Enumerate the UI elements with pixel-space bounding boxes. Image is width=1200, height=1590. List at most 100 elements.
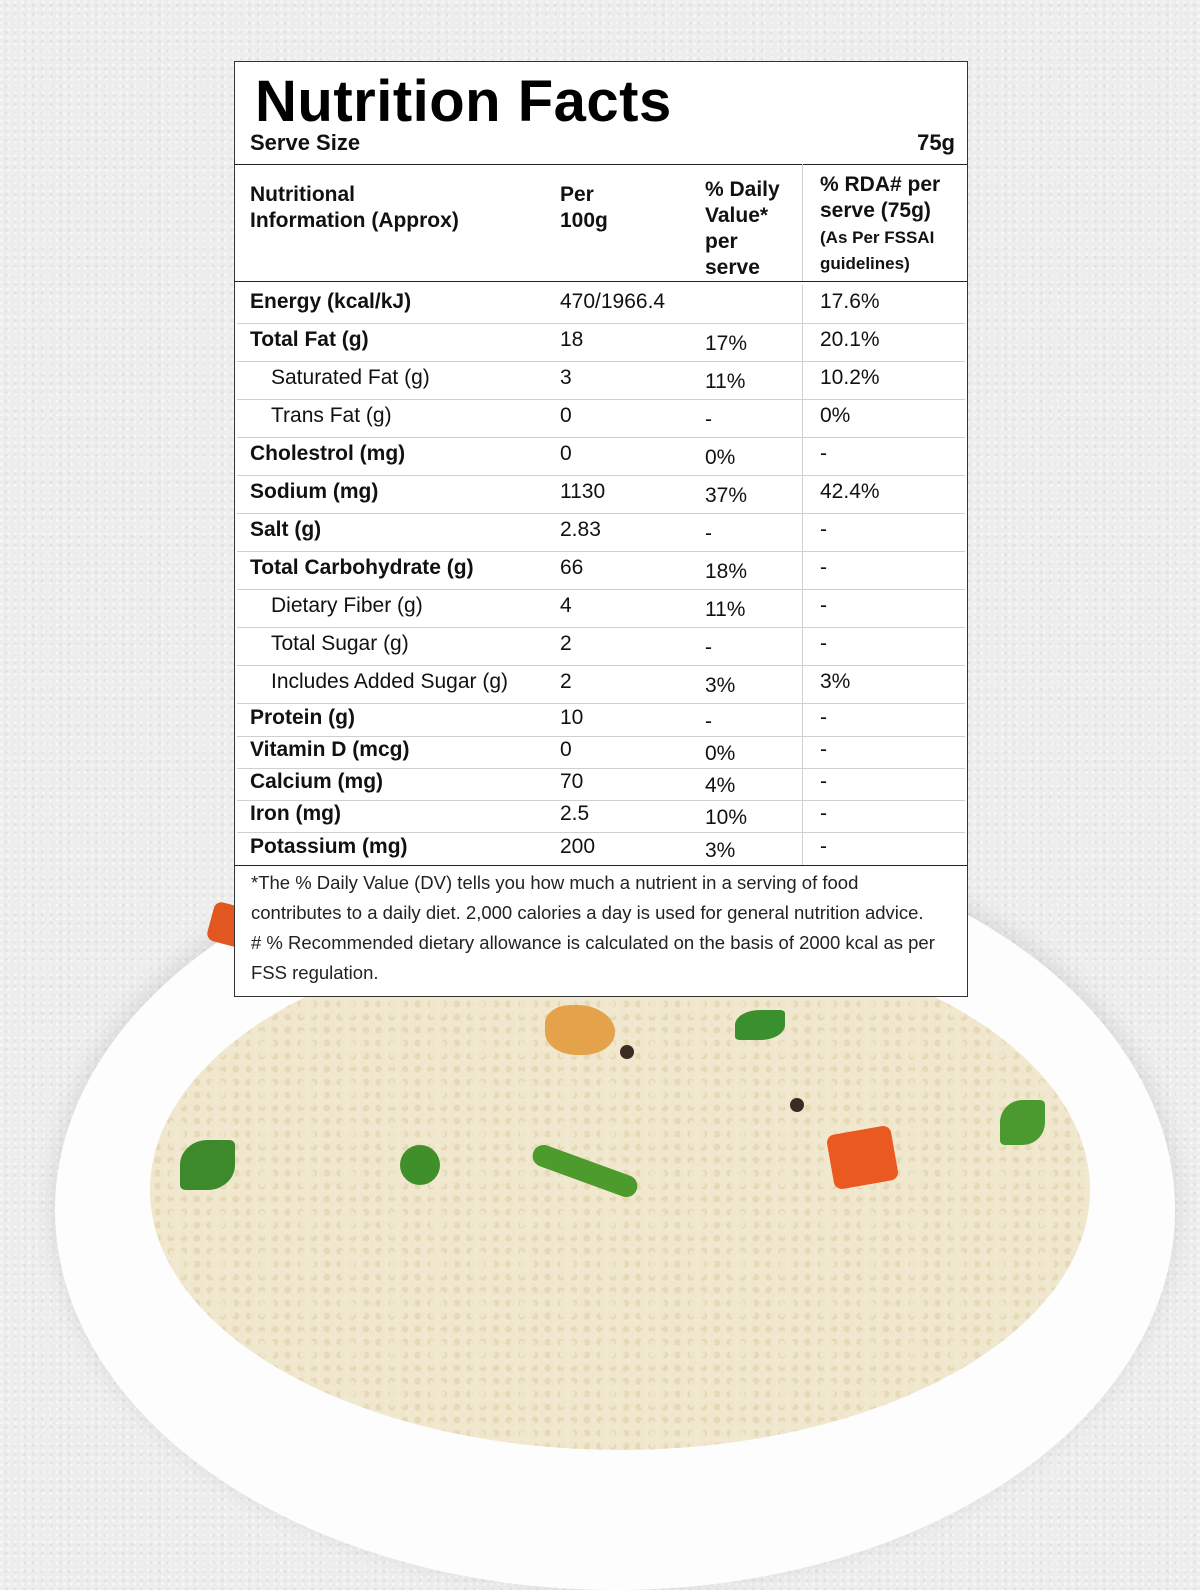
nutrient-name: Potassium (mg) [250,834,408,858]
column-divider [802,768,803,800]
nutrient-name: Protein (g) [250,705,355,729]
rda-percent: - [820,802,827,825]
column-divider [802,589,803,627]
rda-percent: - [820,705,827,729]
nutrient-name: Vitamin D (mcg) [250,738,410,761]
rda-percent: - [820,770,827,793]
per-100g-value: 2.5 [560,802,590,825]
per-100g-value: 2 [560,632,572,655]
serve-size-label: Serve Size [250,130,361,155]
nutrient-name: Cholestrol (mg) [250,442,406,465]
footnote-line: contributes to a daily diet. 2,000 calor… [251,902,924,923]
rda-percent: - [820,834,827,858]
nutrient-name: Saturated Fat (g) [271,366,430,389]
coriander-leaf [735,1010,785,1040]
daily-value-percent: 0% [705,446,736,469]
header-rda: % RDA# per serve (75g) [820,173,941,222]
nutrient-name: Sodium (mg) [250,480,379,503]
per-100g-value: 70 [560,770,584,793]
label-title: Nutrition Facts [255,69,672,134]
rda-percent: 10.2% [820,366,880,389]
per-100g-value: 2.83 [560,518,601,541]
footnote-line: FSS regulation. [251,962,379,983]
mustard-seed [620,1045,634,1059]
per-100g-value: 470/1966.4 [560,290,666,313]
per-100g-value: 2 [560,670,572,693]
column-divider [802,285,803,323]
header-column-divider [802,164,803,281]
nutrient-name: Total Carbohydrate (g) [250,556,474,579]
daily-value-percent: 10% [705,806,748,829]
footnote-line: *The % Daily Value (DV) tells you how mu… [251,872,859,893]
per-100g-value: 66 [560,556,584,579]
per-100g-value: 0 [560,442,572,465]
mustard-seed [790,1098,804,1112]
daily-value-percent: 3% [705,674,736,697]
row-divider [237,736,965,737]
per-100g-value: 3 [560,366,572,389]
coriander-leaf [1000,1100,1045,1145]
column-divider [802,399,803,437]
column-divider [802,323,803,361]
nutrient-name: Calcium (mg) [250,770,384,793]
nutrient-name: Total Sugar (g) [271,632,409,655]
row-divider [237,437,965,438]
row-divider [237,513,965,514]
column-divider [802,832,803,865]
rda-percent: 20.1% [820,328,880,351]
daily-value-percent: - [705,709,712,733]
daily-value-percent: 17% [705,332,748,355]
daily-value-percent: 11% [705,598,746,621]
header-bottom-rule [235,281,967,282]
nutrient-name: Trans Fat (g) [271,404,392,427]
column-divider [802,475,803,513]
nutrient-name: Total Fat (g) [250,328,369,351]
column-divider [802,513,803,551]
nutrient-name: Iron (mg) [250,802,341,825]
row-divider [237,703,965,704]
row-divider [237,399,965,400]
per-100g-value: 0 [560,738,572,761]
daily-value-percent: 4% [705,774,736,797]
per-100g-value: 18 [560,328,584,351]
daily-value-percent: 11% [705,370,746,393]
row-divider [237,589,965,590]
column-divider [802,627,803,665]
rda-percent: - [820,632,827,655]
row-divider [237,768,965,769]
column-divider [802,736,803,768]
rda-percent: - [820,556,827,579]
daily-value-percent: 0% [705,742,736,765]
row-divider [237,323,965,324]
column-divider [802,800,803,832]
row-divider [237,627,965,628]
row-divider [237,800,965,801]
daily-value-percent: 18% [705,560,748,583]
nutrient-name: Energy (kcal/kJ) [250,290,412,313]
daily-value-percent: 37% [705,484,748,507]
header-divider [235,164,967,165]
row-divider [237,665,965,666]
rda-percent: 0% [820,404,851,427]
column-divider [802,361,803,399]
nutrient-name: Includes Added Sugar (g) [271,670,508,693]
row-divider [237,361,965,362]
column-divider [802,551,803,589]
rda-percent: - [820,518,827,541]
daily-value-percent: - [705,522,712,545]
daily-value-percent: - [705,408,712,431]
nutrient-name: Dietary Fiber (g) [271,594,423,617]
nutrient-name: Salt (g) [250,518,322,541]
footnote-divider [235,865,967,866]
rda-percent: 17.6% [820,290,880,313]
per-100g-value: 1130 [560,480,606,503]
header-per-100g: Per 100g [560,183,608,232]
column-divider [802,703,803,736]
row-divider [237,832,965,833]
rda-percent: - [820,442,827,465]
rda-percent: 42.4% [820,480,880,503]
per-100g-value: 0 [560,404,572,427]
header-rda-note: (As Per FSSAI guidelines) [820,228,935,273]
footnote: *The % Daily Value (DV) tells you how mu… [251,868,963,988]
daily-value-percent: - [705,636,712,659]
